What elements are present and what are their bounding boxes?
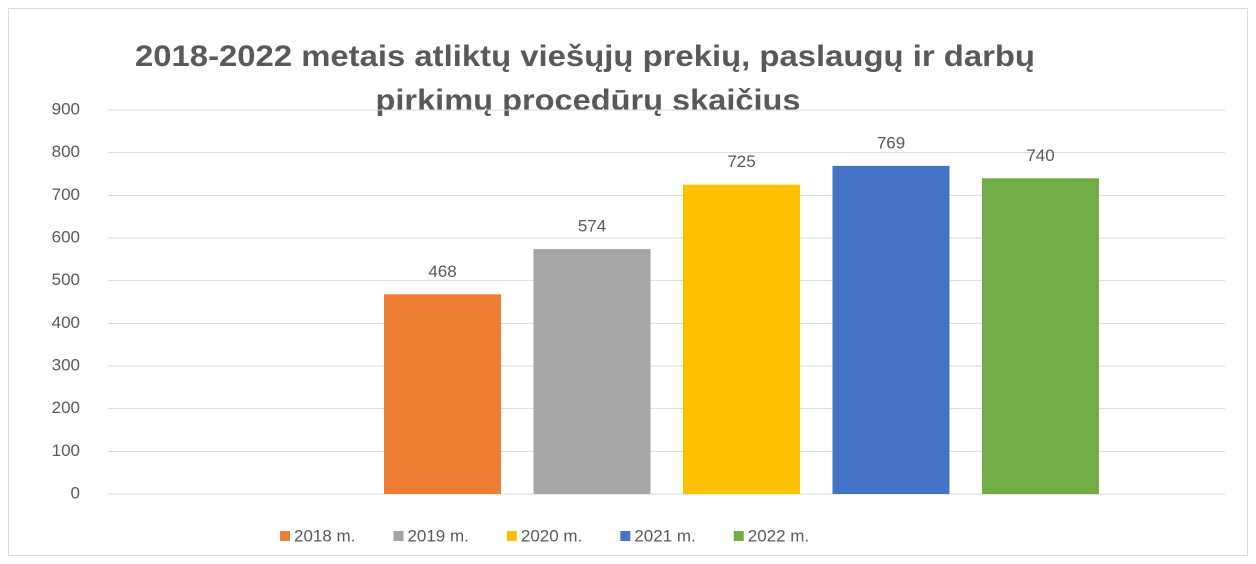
data-label: 769 — [877, 133, 905, 152]
legend-label: 2018 m. — [294, 526, 355, 545]
legend-label: 2019 m. — [407, 526, 468, 545]
data-label: 574 — [578, 217, 606, 236]
bar — [982, 178, 1099, 494]
chart-title: 2018-2022 metais atliktų viešųjų prekių,… — [135, 40, 1035, 73]
y-tick-label: 200 — [52, 398, 80, 417]
chart-title: pirkimų procedūrų skaičius — [376, 84, 801, 117]
y-tick-label: 900 — [52, 99, 80, 118]
legend-swatch — [733, 531, 744, 541]
y-tick-label: 700 — [52, 185, 80, 204]
y-tick-label: 100 — [52, 441, 80, 460]
data-label: 740 — [1026, 146, 1054, 165]
legend-label: 2021 m. — [634, 526, 695, 545]
data-label: 468 — [428, 262, 456, 281]
y-tick-label: 600 — [52, 227, 80, 246]
y-tick-label: 300 — [52, 355, 80, 374]
y-tick-label: 0 — [71, 483, 80, 502]
y-tick-label: 800 — [52, 142, 80, 161]
data-label: 725 — [727, 152, 755, 171]
bar — [683, 184, 800, 494]
legend-swatch — [506, 531, 517, 541]
y-tick-label: 400 — [52, 313, 80, 332]
bar — [533, 249, 651, 494]
legend-swatch — [393, 531, 404, 541]
legend-label: 2022 m. — [748, 526, 809, 545]
legend-swatch — [620, 531, 631, 541]
legend-label: 2020 m. — [521, 526, 582, 545]
bar — [832, 165, 950, 495]
y-tick-label: 500 — [52, 270, 80, 289]
bar — [384, 294, 501, 494]
legend-swatch — [280, 531, 290, 541]
